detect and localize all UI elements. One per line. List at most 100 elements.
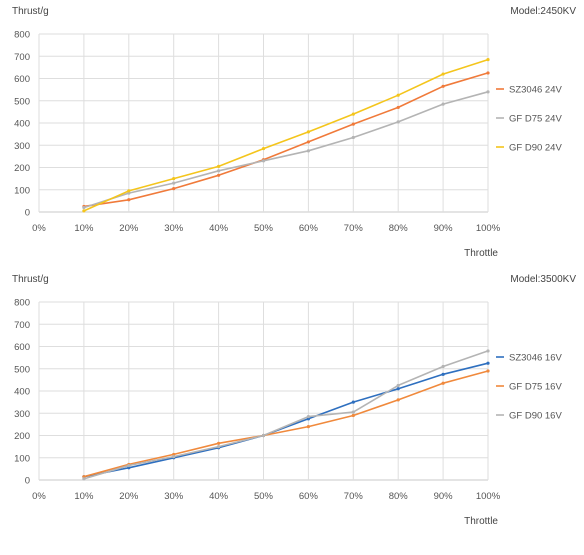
series-line: [83, 58, 489, 212]
series-line: [83, 362, 489, 478]
legend-label: SZ3046 16V: [509, 353, 562, 364]
legend-label: SZ3046 24V: [509, 85, 562, 96]
legend-label: GF D75 16V: [509, 382, 562, 393]
data-point: [82, 209, 86, 213]
x-tick-label: 90%: [434, 491, 454, 502]
data-point: [351, 410, 355, 414]
data-point: [306, 417, 310, 421]
data-point: [441, 84, 445, 88]
y-tick-label: 600: [14, 342, 30, 353]
data-point: [306, 130, 310, 134]
legend-label: GF D90 16V: [509, 411, 562, 422]
data-point: [82, 475, 86, 479]
x-tick-label: 60%: [299, 491, 319, 502]
data-point: [351, 112, 355, 116]
data-point: [306, 414, 310, 419]
y-axis-label: Thrust/g: [12, 274, 49, 285]
thrust-chart-2450kv: Thrust/g Model:2450KV Throttle 0 100 200 30…: [0, 0, 584, 268]
data-point: [306, 425, 310, 429]
data-point: [351, 122, 355, 126]
data-point: [261, 146, 266, 151]
x-tick-label: 10%: [74, 223, 94, 234]
y-axis-label: Thrust/g: [12, 6, 49, 17]
x-axis-label: Throttle: [464, 516, 498, 527]
legend-label: GF D90 24V: [509, 143, 562, 154]
x-tick-label: 70%: [344, 491, 364, 502]
data-point: [441, 102, 445, 106]
data-point: [306, 140, 310, 144]
data-point: [486, 361, 490, 365]
series-line: [83, 350, 489, 480]
x-tick-label: 20%: [119, 223, 139, 234]
data-point: [396, 398, 400, 402]
x-tick-label: 10%: [74, 491, 94, 502]
data-point: [486, 57, 490, 62]
data-point: [396, 93, 400, 97]
x-tick-label: 100%: [476, 491, 501, 502]
x-tick-label: 80%: [389, 223, 409, 234]
data-point: [82, 477, 86, 481]
data-point: [396, 387, 400, 391]
data-point: [217, 173, 221, 177]
model-label: Model:2450KV: [510, 6, 576, 17]
series-line: [83, 91, 489, 209]
x-tick-label: 60%: [299, 223, 319, 234]
data-point: [127, 198, 131, 202]
data-point: [486, 71, 490, 75]
data-point: [217, 164, 221, 168]
x-axis-label: Throttle: [464, 248, 498, 259]
x-tick-label: 30%: [164, 491, 184, 502]
data-point: [441, 381, 445, 385]
model-label: Model:3500KV: [510, 274, 576, 285]
x-tick-label: 40%: [209, 223, 229, 234]
data-point: [441, 72, 445, 76]
y-tick-label: 100: [14, 185, 30, 196]
y-tick-label: 500: [14, 364, 30, 375]
y-tick-label: 500: [14, 96, 30, 107]
y-tick-label: 200: [14, 163, 30, 174]
y-tick-label: 0: [25, 476, 30, 487]
data-point: [441, 372, 445, 376]
data-point: [261, 159, 266, 163]
data-point: [261, 433, 266, 438]
data-point: [82, 205, 86, 210]
data-point: [127, 466, 131, 470]
data-point: [396, 120, 400, 124]
data-point: [172, 187, 176, 191]
data-point: [172, 177, 176, 181]
series-line: [83, 72, 489, 208]
data-point: [486, 349, 490, 353]
data-point: [486, 369, 490, 373]
data-point: [127, 191, 131, 195]
x-tick-label: 100%: [476, 223, 501, 234]
data-point: [351, 413, 355, 418]
data-point: [172, 452, 176, 457]
data-point: [351, 400, 355, 404]
data-point: [217, 441, 221, 445]
data-point: [217, 169, 221, 173]
data-point: [351, 135, 355, 140]
data-point: [486, 90, 490, 94]
legend-label: GF D75 24V: [509, 114, 562, 125]
x-tick-label: 0%: [32, 491, 46, 502]
y-tick-label: 800: [14, 298, 30, 309]
x-tick-label: 0%: [32, 223, 46, 234]
data-point: [441, 364, 445, 369]
y-tick-label: 100: [14, 453, 30, 464]
data-point: [127, 189, 131, 193]
y-tick-label: 300: [14, 409, 30, 420]
x-tick-label: 80%: [389, 491, 409, 502]
thrust-chart-3500kv: Thrust/g Model:3500KV Throttle 0 100 200 30…: [0, 268, 584, 536]
y-tick-label: 200: [14, 431, 30, 442]
x-tick-label: 70%: [344, 223, 364, 234]
y-tick-label: 0: [25, 208, 30, 219]
chart-plot-area: 0 100 200 300 400 500 600 700 800 0% 10% 20% 30% 40% 5…: [14, 298, 562, 503]
data-point: [396, 383, 400, 388]
data-point: [217, 445, 221, 449]
y-tick-label: 800: [14, 30, 30, 41]
y-tick-label: 700: [14, 52, 30, 63]
x-tick-label: 50%: [254, 223, 274, 234]
y-tick-label: 700: [14, 320, 30, 331]
data-point: [127, 463, 131, 468]
series-line: [83, 370, 489, 478]
